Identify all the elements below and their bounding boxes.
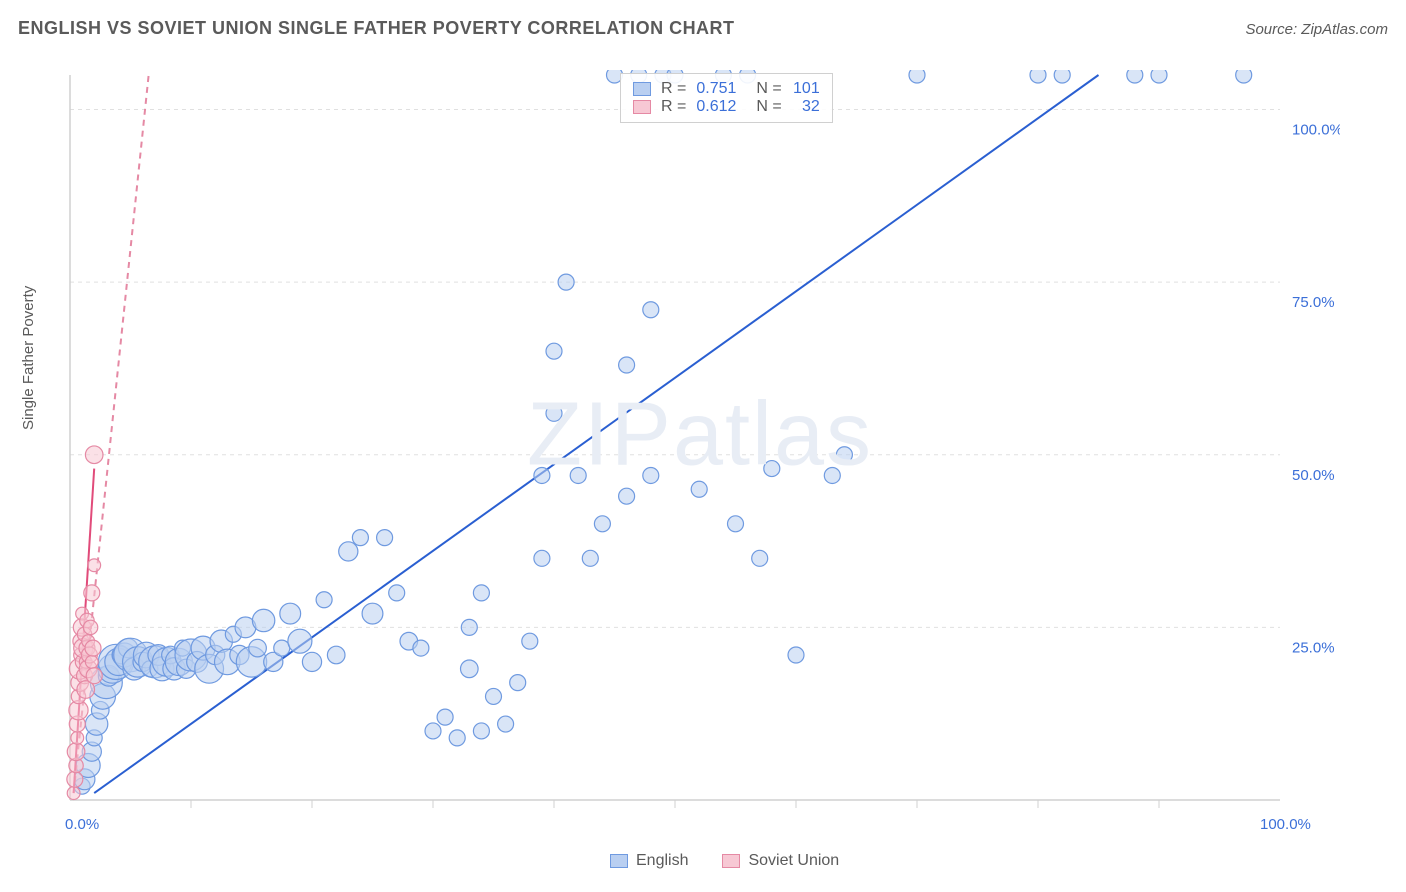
svg-text:100.0%: 100.0% <box>1292 122 1340 139</box>
x-axis-origin-label: 0.0% <box>65 816 99 833</box>
x-axis-max-label: 100.0% <box>1260 816 1311 833</box>
chart-title: ENGLISH VS SOVIET UNION SINGLE FATHER PO… <box>18 18 735 39</box>
svg-text:75.0%: 75.0% <box>1292 294 1335 311</box>
series-legend: EnglishSoviet Union <box>610 852 839 870</box>
correlation-legend: R =0.751 N =101 R =0.612 N =32 <box>620 73 833 123</box>
scatter-plot: ZIPatlas 25.0%50.0%75.0%100.0% R =0.751 … <box>60 70 1340 830</box>
source-label: Source: ZipAtlas.com <box>1245 21 1388 38</box>
chart-svg: 25.0% 50.0% 75.0% 100.0% <box>60 70 1340 830</box>
svg-text:25.0%: 25.0% <box>1292 639 1335 656</box>
y-axis-label: Single Father Poverty <box>20 286 37 430</box>
svg-text:50.0%: 50.0% <box>1292 467 1335 484</box>
